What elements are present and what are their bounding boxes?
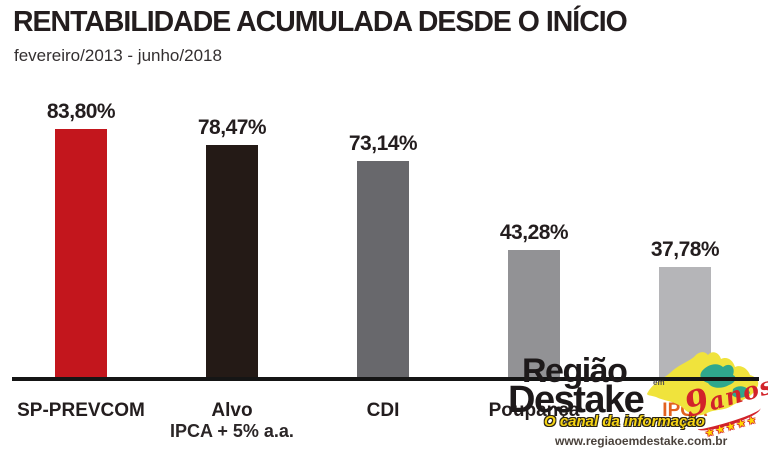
watermark-brand-bottom: Destake (508, 379, 645, 421)
watermark-tagline: O canal da informação (544, 413, 705, 430)
bar-cdi (357, 161, 409, 380)
bar-value-label: 37,78% (650, 238, 720, 261)
bar-value-label: 73,14% (348, 132, 418, 155)
bar-value-label: 43,28% (499, 221, 569, 244)
bar-poupança (508, 250, 560, 380)
bar-value-label: 83,80% (46, 100, 116, 123)
chart-subtitle: fevereiro/2013 - junho/2018 (14, 46, 222, 65)
chart-title: RENTABILIDADE ACUMULADA DESDE O INÍCIO (13, 6, 628, 38)
watermark-brand-em: em (653, 378, 665, 387)
watermark-url: www.regiaoemdestake.com.br (555, 434, 728, 448)
bar-category-label: SP-PREVCOM (17, 400, 145, 421)
bar-value-label: 78,47% (197, 116, 267, 139)
sao-paulo-map-icon (647, 352, 759, 416)
bar-alvo (206, 145, 258, 380)
x-axis-line (12, 377, 759, 381)
bar-category-label: Poupança (488, 400, 580, 421)
watermark: Região em Destake O canal da informação … (500, 346, 768, 464)
bar-category-label: CDI (366, 400, 400, 421)
watermark-brand-top: Região (522, 352, 628, 390)
bar-category-sublabel: IPCA + 5% a.a. (170, 421, 294, 441)
bar-sp-prevcom (55, 129, 107, 380)
bar-category-label: Alvo (211, 400, 253, 421)
